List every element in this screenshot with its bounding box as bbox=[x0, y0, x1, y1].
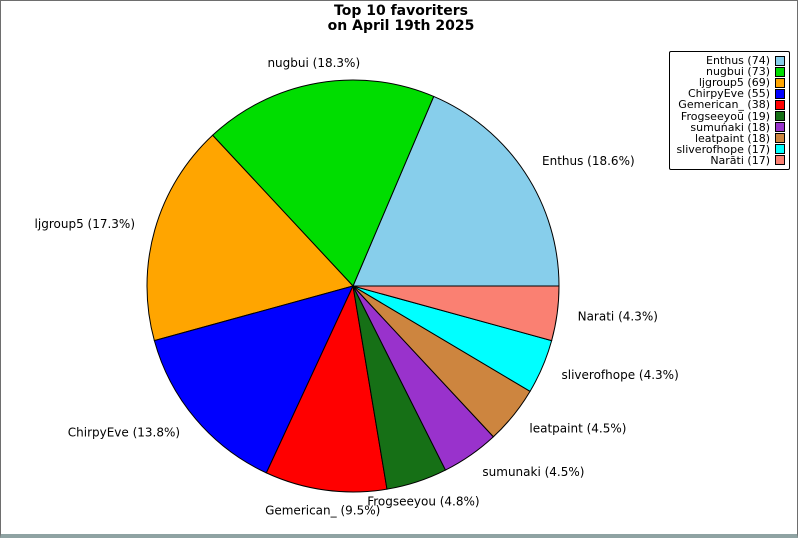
chart-title: Top 10 favoriters on April 19th 2025 bbox=[328, 4, 475, 34]
legend-swatch-ChirpyEve bbox=[775, 88, 785, 99]
pie-label-sumunaki: sumunaki (4.5%) bbox=[482, 465, 584, 479]
pie-slice-Enthus bbox=[352, 95, 560, 287]
pie-label-Enthus: Enthus (18.6%) bbox=[542, 154, 635, 168]
legend-label-Enthus: Enthus (74) bbox=[706, 54, 770, 68]
legend-label-ljgroup5: ljgroup5 (69) bbox=[698, 76, 770, 90]
pie-label-sliverofhope: sliverofhope (4.3%) bbox=[562, 368, 679, 382]
legend-swatch-sumunaki bbox=[775, 122, 785, 133]
pie-slice-Narati bbox=[352, 285, 560, 342]
legend-item-nugbui: nugbui (73) bbox=[676, 66, 785, 77]
legend-swatch-Frogseeyou bbox=[775, 111, 785, 122]
pie-label-Gemerican_: Gemerican_ (9.5%) bbox=[265, 504, 380, 518]
legend-swatch-Narati bbox=[775, 155, 785, 166]
chart-title-line1: Top 10 favoriters bbox=[334, 3, 468, 19]
legend-item-ljgroup5: ljgroup5 (69) bbox=[676, 77, 785, 88]
legend-label-Gemerican_: Gemerican_ (38) bbox=[678, 98, 770, 112]
legend-label-sumunaki: sumuńaki (18) bbox=[690, 120, 770, 134]
pie-slice-nugbui bbox=[211, 79, 435, 287]
legend-item-sumunaki: sumuńaki (18) bbox=[676, 122, 785, 133]
legend-item-sliverofhope: sliverofhope (17) bbox=[676, 144, 785, 155]
legend-label-sliverofhope: sliverofhope (17) bbox=[676, 142, 770, 156]
pie-slice-ChirpyEve bbox=[153, 285, 354, 474]
pie-slice-ljgroup5 bbox=[146, 134, 354, 342]
legend: Enthus (74) nugbui (73) ljgroup5 (69) Chirp… bbox=[669, 51, 790, 170]
legend-item-ChirpyEve: ChirpyEve (55) bbox=[676, 88, 785, 99]
legend-label-nugbui: nugbui (73) bbox=[705, 65, 770, 79]
pie-label-ljgroup5: ljgroup5 (17.3%) bbox=[35, 217, 135, 231]
legend-item-Enthus: Enthus (74) bbox=[676, 55, 785, 66]
pie-label-Frogseeyou: Frogseeyou (4.8%) bbox=[367, 494, 479, 508]
pie-label-ChirpyEve: ChirpyEve (13.8%) bbox=[68, 425, 180, 439]
legend-swatch-nugbui bbox=[775, 66, 785, 77]
legend-item-Frogseeyou: Frogseeyoū (19) bbox=[676, 109, 785, 123]
legend-label-Frogseeyou: Frogseeyoū (19) bbox=[680, 109, 770, 123]
legend-swatch-ljgroup5 bbox=[775, 77, 785, 88]
pie-label-Narati: Narati (4.3%) bbox=[578, 309, 658, 323]
pie-slice-Gemerican_ bbox=[265, 284, 388, 493]
legend-swatch-Enthus bbox=[775, 55, 785, 66]
legend-item-leatpaint: leatpaint (18) bbox=[676, 133, 785, 144]
legend-swatch-Gemerican_ bbox=[775, 99, 785, 110]
legend-swatch-leatpaint bbox=[775, 133, 785, 144]
legend-item-Gemerican_: Gemerican_ (38) bbox=[676, 99, 785, 110]
legend-label-Narati: Narāti (17) bbox=[710, 153, 770, 167]
pie-label-nugbui: nugbui (18.3%) bbox=[267, 56, 360, 70]
legend-label-leatpaint: leatpaint (18) bbox=[694, 131, 770, 145]
pie-label-leatpaint: leatpaint (4.5%) bbox=[529, 421, 626, 435]
legend-label-ChirpyEve: ChirpyEve (55) bbox=[687, 87, 770, 101]
chart-title-line2: on April 19th 2025 bbox=[327, 18, 475, 34]
legend-item-Narati: Narāti (17) bbox=[676, 155, 785, 166]
legend-swatch-sliverofhope bbox=[775, 144, 785, 155]
